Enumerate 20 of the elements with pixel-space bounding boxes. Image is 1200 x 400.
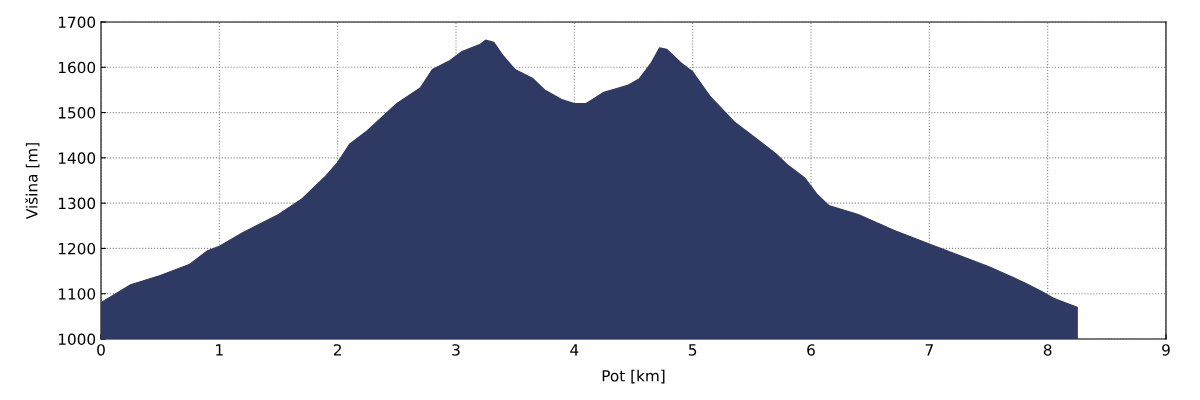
x-tick-label: 4 <box>570 344 579 356</box>
x-tick-label: 1 <box>216 344 223 356</box>
x-tick-label: 8 <box>1043 344 1052 356</box>
y-tick-label: 1500 <box>58 107 96 119</box>
y-tick-label: 1300 <box>58 197 96 210</box>
x-tick-label: 2 <box>333 344 341 356</box>
x-tick-label: 9 <box>1162 344 1170 356</box>
y-tick-label: 1700 <box>58 16 96 29</box>
y-tick-label: 1600 <box>58 61 96 74</box>
y-tick-label: 1100 <box>58 288 96 300</box>
x-tick-label: 6 <box>807 344 815 356</box>
y-tick-label: 1400 <box>58 152 96 164</box>
x-axis-title: Pot [km] <box>602 369 665 384</box>
x-tick-label: 5 <box>688 344 697 356</box>
x-tick-label: 7 <box>925 344 933 356</box>
y-tick-label: 1200 <box>58 242 96 255</box>
y-axis-title: Višina [m] <box>25 143 40 220</box>
x-tick-label: 3 <box>452 344 460 356</box>
x-tick-label: 0 <box>97 344 105 356</box>
y-tick-label: 1000 <box>58 333 96 346</box>
